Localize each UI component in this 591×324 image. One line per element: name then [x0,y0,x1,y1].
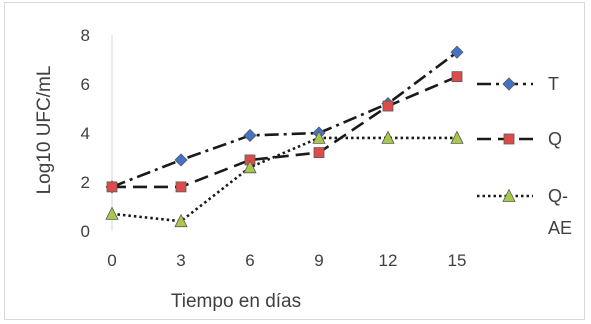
legend: T Q Q- AE [477,74,572,238]
x-tick-label: 0 [107,251,116,270]
chart-area [4,2,585,320]
y-axis-title: Log10 UFC/mL [34,66,55,195]
data-point-q [382,100,394,112]
data-point-q-ae [174,213,188,228]
series-line-t [111,51,458,189]
x-tick-label: 9 [314,251,323,270]
x-tick-label: 6 [245,251,254,270]
data-point-t [174,153,188,167]
data-point-t [450,45,464,59]
data-point-q-ae [381,130,395,144]
data-point-q-ae [243,159,257,174]
y-tick-label: 2 [81,173,90,192]
y-tick-label: 0 [81,222,90,241]
legend-entry-t: T [477,74,559,94]
data-point-q [106,181,118,193]
series-q-ae [105,130,464,228]
legend-label-q-ae: Q- [548,186,568,206]
data-point-q [313,147,325,159]
legend-entry-q-ae: Q- AE [477,186,572,238]
data-point-q-ae [312,130,326,144]
x-tick-labels: 0 3 6 9 12 15 [107,251,466,270]
plot-series [105,45,464,228]
legend-label-t: T [548,74,559,94]
series-line-q-ae [111,136,457,223]
series-line-q [112,75,458,189]
series-q [106,71,463,193]
y-tick-label: 8 [81,26,90,45]
data-point-q [451,71,463,83]
legend-label-q: Q [548,129,562,149]
y-tick-label: 6 [81,75,90,94]
data-point-q-ae [105,206,119,220]
y-tick-labels: 0 2 4 6 8 [81,26,90,241]
legend-marker-q [503,133,515,145]
legend-marker-q-ae [502,188,516,202]
legend-entry-q: Q [477,129,562,149]
x-tick-label: 12 [379,251,398,270]
x-axis-title: Tiempo en días [171,291,301,312]
data-point-t [243,128,257,143]
legend-marker-t [502,77,516,91]
legend-label-q-ae: AE [548,218,572,238]
x-tick-label: 3 [176,251,185,270]
data-point-q-ae [450,130,464,144]
y-tick-label: 4 [81,124,90,143]
series-t [105,45,464,194]
x-tick-label: 15 [448,251,467,270]
data-point-q [175,181,187,193]
